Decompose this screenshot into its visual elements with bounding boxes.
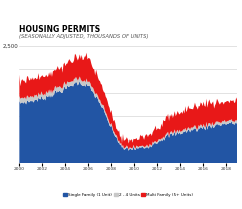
- Text: (SEASONALLY ADJUSTED, THOUSANDS OF UNITS): (SEASONALLY ADJUSTED, THOUSANDS OF UNITS…: [19, 34, 149, 39]
- Text: HOUSING PERMITS: HOUSING PERMITS: [19, 25, 100, 34]
- Legend: Single Family (1 Unit), 2 - 4 Units, Multi Family (5+ Units): Single Family (1 Unit), 2 - 4 Units, Mul…: [61, 191, 195, 198]
